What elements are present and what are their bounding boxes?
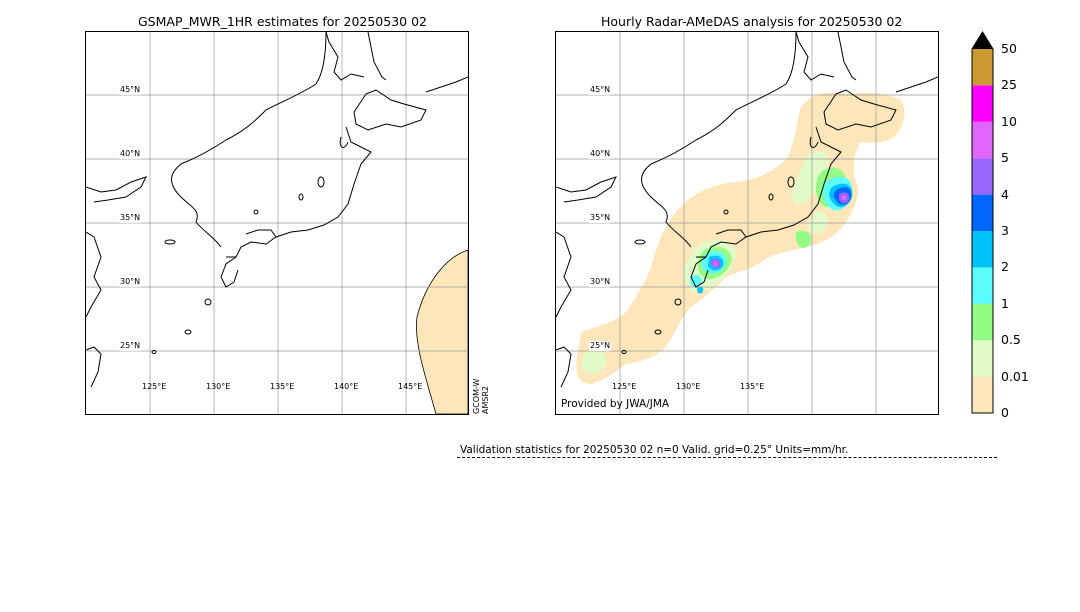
colorbar-tick-label: 0.01 [1001, 368, 1029, 384]
left-precip-area [416, 249, 468, 414]
radar-coverage-area [576, 92, 905, 385]
colorbar-tick-label: 5 [1001, 150, 1009, 166]
colorbar-swatch-1 [972, 340, 993, 377]
left-gridlines [86, 32, 468, 414]
satellite-label-amsr2: AMSR2 [481, 385, 490, 414]
left-map-panel: 45°N 40°N 35°N 30°N 25°N 125°E 130°E 135… [85, 31, 469, 415]
right-map-title: Hourly Radar-AMeDAS analysis for 2025053… [601, 14, 903, 29]
left-lat-label-30: 30°N [119, 277, 142, 287]
colorbar-swatch-7 [972, 121, 993, 159]
colorbar-swatch-3 [972, 267, 993, 304]
left-lon-label-130: 130°E [206, 382, 231, 391]
colorbar-swatch-5 [972, 194, 993, 231]
right-lon-label-135: 135°E [740, 382, 765, 391]
right-coastlines [556, 32, 938, 388]
left-lon-label-140: 140°E [334, 382, 359, 391]
right-lat-label-40: 40°N [589, 149, 612, 159]
right-lat-label-45: 45°N [589, 85, 612, 95]
left-lat-label-25: 25°N [119, 341, 142, 351]
left-map-title: GSMAP_MWR_1HR estimates for 20250530 02 [138, 14, 427, 29]
satellite-label-gcomw: GCOM-W [472, 378, 481, 414]
left-lon-label-145: 145°E [398, 382, 423, 391]
colorbar-extend-arrow [972, 32, 993, 49]
right-lat-label-35: 35°N [589, 213, 612, 223]
colorbar [971, 31, 994, 414]
left-lat-label-35: 35°N [119, 213, 142, 223]
right-islands [621, 176, 795, 354]
right-map-panel: 45°N 40°N 35°N 30°N 25°N 125°E 130°E 135… [555, 31, 939, 415]
colorbar-tick-label: 0.5 [1001, 332, 1021, 348]
right-lon-label-130: 130°E [676, 382, 701, 391]
left-coastlines [86, 32, 468, 388]
right-lon-label-125: 125°E [612, 382, 637, 391]
left-lon-label-125: 125°E [142, 382, 167, 391]
colorbar-swatch-0 [972, 376, 993, 413]
colorbar-tick-label: 25 [1001, 77, 1017, 93]
colorbar-tick-label: 2 [1001, 259, 1009, 275]
radar-peak-rain [712, 195, 846, 267]
colorbar-outline [971, 31, 994, 414]
colorbar-swatch-9 [972, 49, 993, 86]
colorbar-tick-label: 3 [1001, 223, 1009, 238]
right-map-svg [556, 32, 938, 414]
colorbar-swatch-4 [972, 231, 993, 268]
left-map-svg [86, 32, 468, 414]
data-credit: Provided by JWA/JMA [561, 398, 670, 410]
validation-divider [457, 457, 997, 458]
colorbar-swatch-6 [972, 158, 993, 195]
right-lat-label-25: 25°N [589, 341, 612, 351]
left-islands [151, 176, 325, 354]
left-lat-label-45: 45°N [119, 85, 142, 95]
right-gridlines [556, 32, 938, 414]
colorbar-tick-label: 0 [1001, 405, 1009, 420]
left-lon-label-135: 135°E [270, 382, 295, 391]
colorbar-tick-label: 10 [1001, 113, 1017, 129]
colorbar-swatch-2 [972, 303, 993, 341]
right-lat-label-30: 30°N [589, 277, 612, 287]
left-lat-label-40: 40°N [119, 149, 142, 159]
colorbar-tick-label: 4 [1001, 186, 1009, 202]
validation-statistics: Validation statistics for 20250530 02 n=… [460, 444, 849, 456]
colorbar-tick-label: 50 [1001, 41, 1017, 56]
colorbar-swatch-8 [972, 85, 993, 122]
colorbar-tick-label: 1 [1001, 295, 1009, 311]
